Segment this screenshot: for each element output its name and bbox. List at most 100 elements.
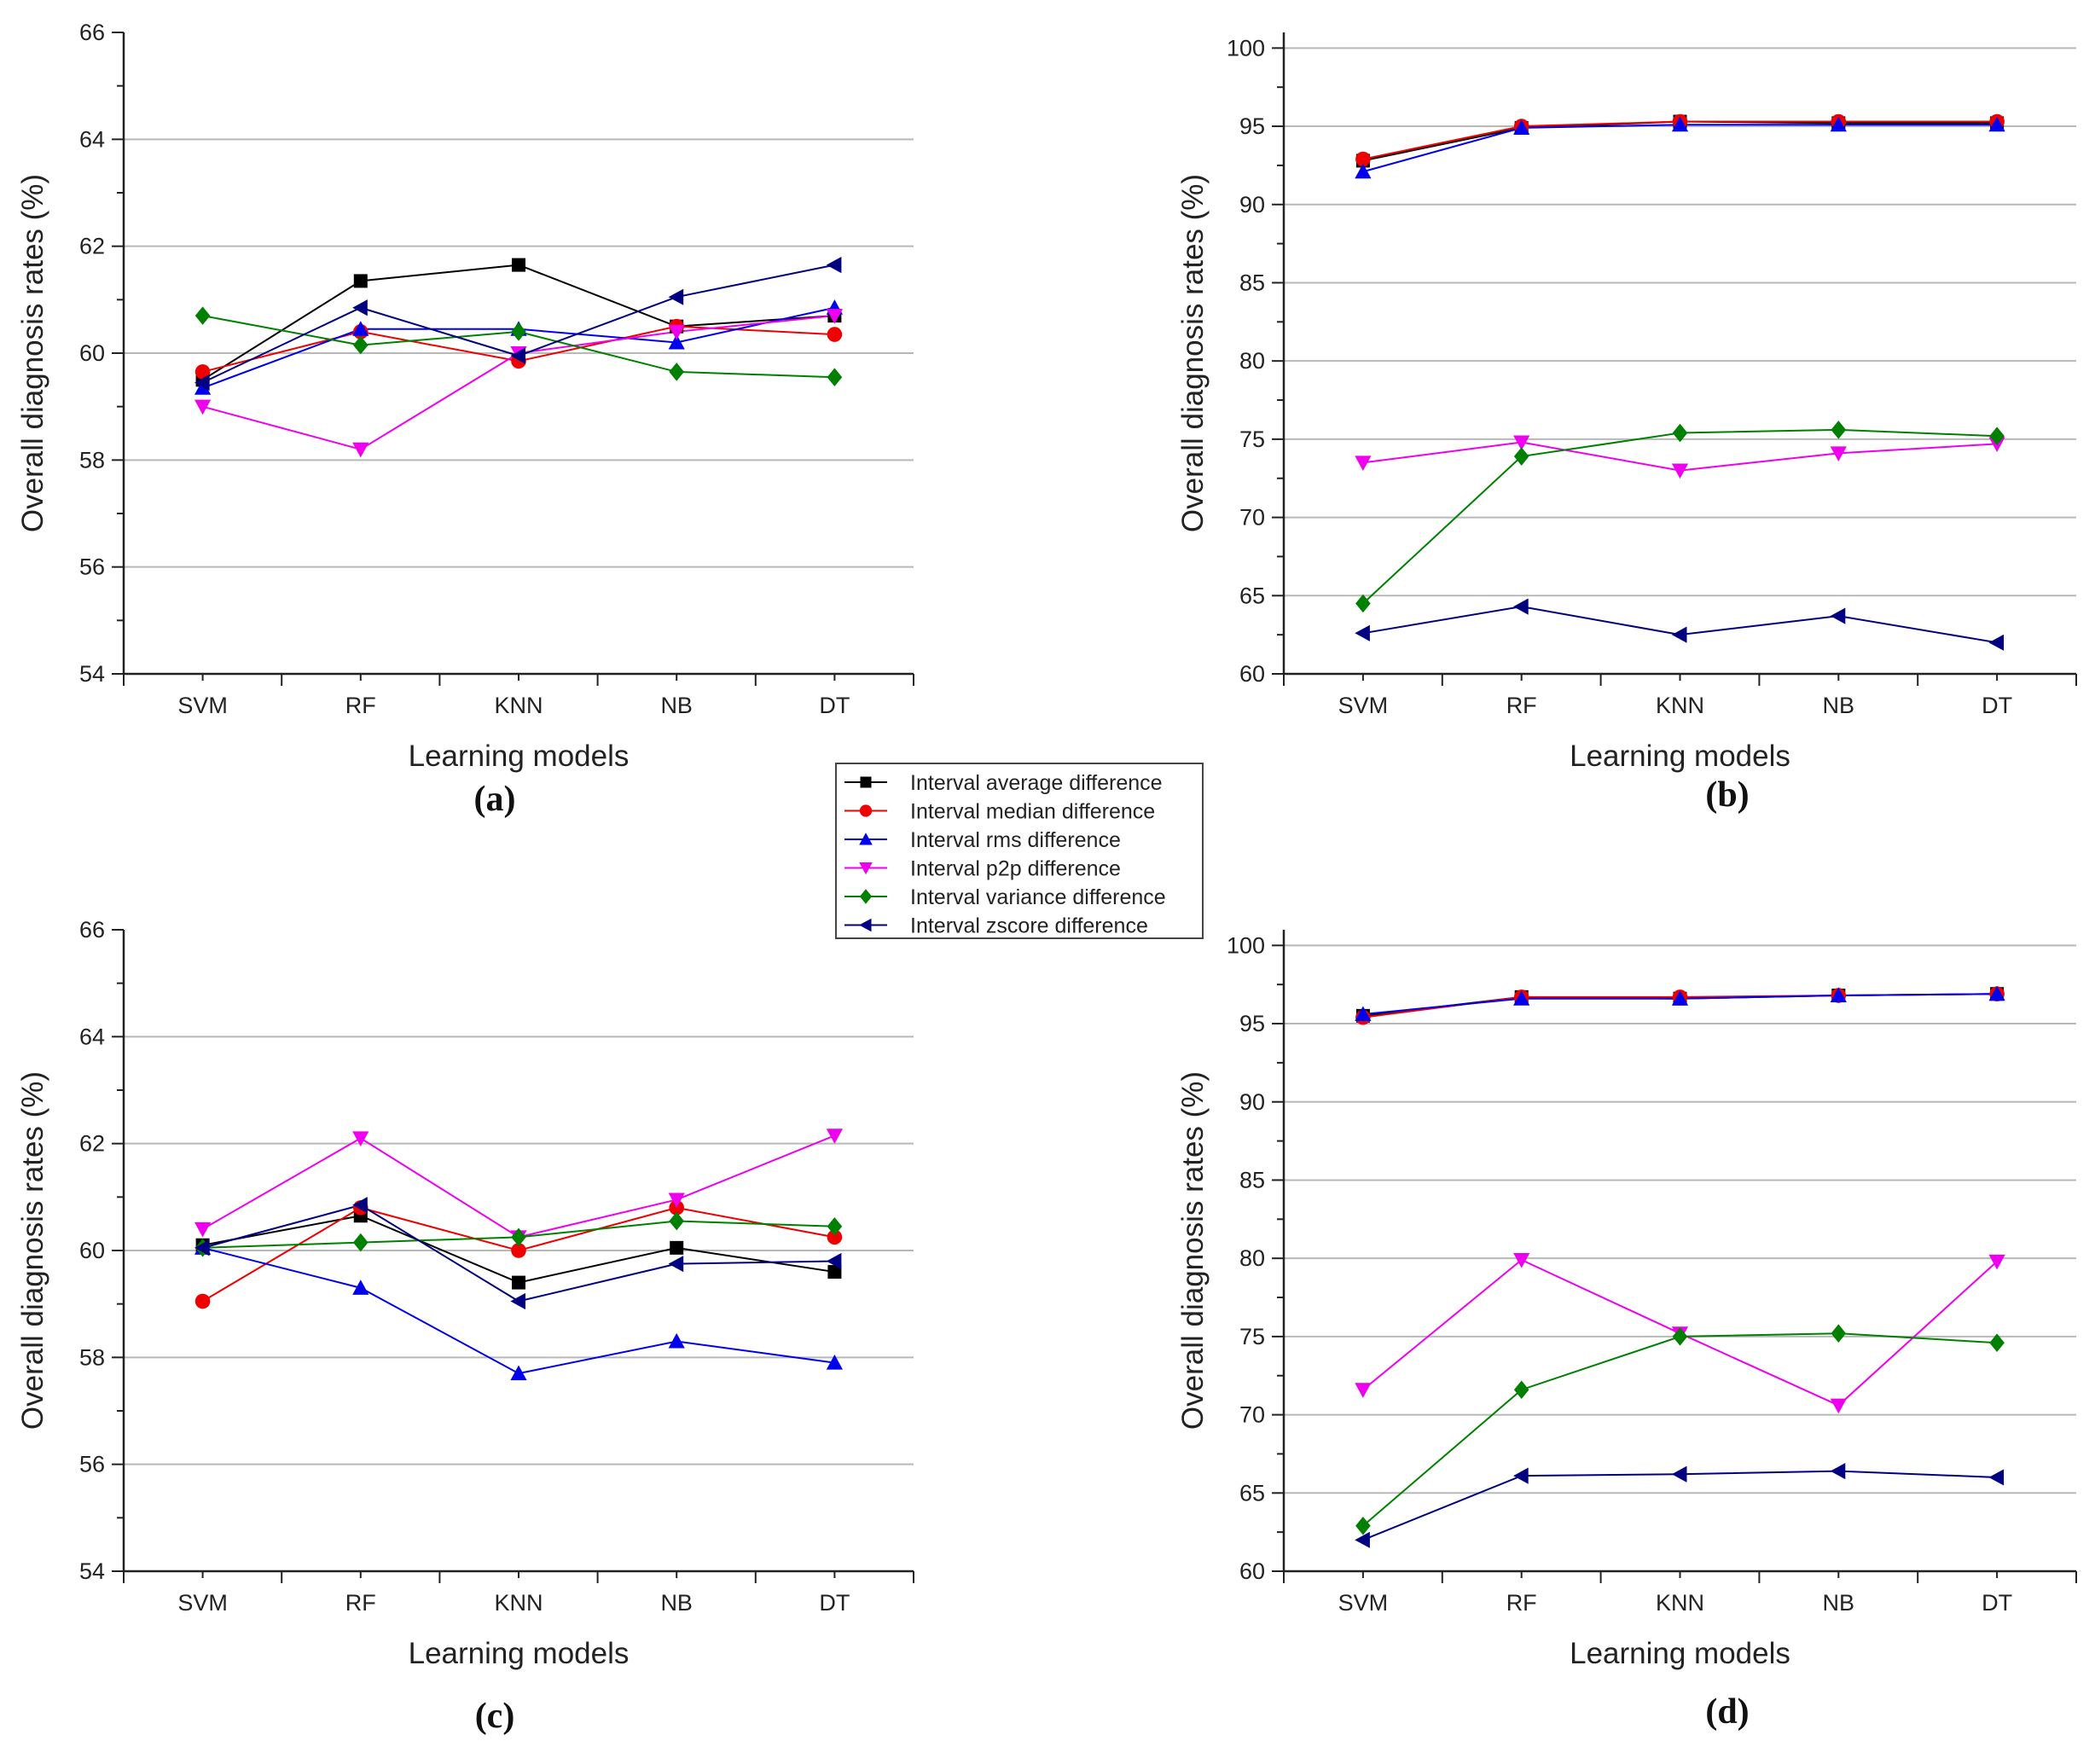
data-point-median [827, 327, 843, 342]
legend-label: Interval rms difference [910, 828, 1121, 852]
x-tick-label: DT [1982, 1590, 2012, 1616]
y-tick-label: 65 [1239, 1480, 1265, 1506]
y-tick-label: 100 [1227, 35, 1265, 61]
data-point-variance [353, 335, 369, 355]
data-point-zscore [826, 1252, 842, 1270]
y-tick-label: 54 [79, 1558, 105, 1584]
data-point-variance [1355, 1517, 1371, 1535]
data-point-variance [1355, 594, 1371, 613]
y-axis-title: Overall diagnosis rates (%) [16, 174, 49, 532]
panel-label: (b) [1705, 775, 1749, 815]
x-tick-label: DT [819, 693, 850, 718]
data-point-zscore [510, 1292, 525, 1310]
x-tick-label: NB [1823, 1590, 1855, 1616]
data-point-rms [1513, 119, 1530, 135]
legend-marker-zscore [859, 918, 872, 932]
y-tick-label: 80 [1239, 1245, 1265, 1271]
data-point-rms [1830, 987, 1847, 1003]
x-axis-title: Learning models [409, 1637, 630, 1670]
x-axis-title: Learning models [409, 740, 630, 773]
y-tick-label: 62 [79, 1131, 105, 1157]
data-point-variance [511, 1227, 526, 1247]
x-tick-label: SVM [1338, 693, 1389, 718]
legend: Interval average difference Interval medi… [835, 763, 1204, 939]
data-point-rms [1355, 1006, 1372, 1022]
y-tick-label: 56 [79, 1452, 105, 1477]
y-tick-label: 54 [79, 661, 105, 687]
y-tick-label: 64 [79, 126, 105, 152]
data-point-p2p [668, 1192, 685, 1209]
legend-item-median: Interval median difference [844, 800, 1155, 824]
data-point-p2p [1988, 1254, 2005, 1270]
data-point-variance [1989, 1333, 2005, 1353]
panel-label: (c) [475, 1697, 515, 1736]
y-tick-label: 56 [79, 554, 105, 580]
y-tick-label: 58 [79, 447, 105, 473]
y-tick-label: 58 [79, 1344, 105, 1370]
data-point-zscore [194, 374, 210, 392]
data-point-p2p [194, 1221, 212, 1238]
data-point-rms [826, 1355, 843, 1370]
y-tick-label: 85 [1239, 1167, 1265, 1192]
x-tick-label: NB [660, 1590, 693, 1616]
data-point-variance [1672, 1327, 1688, 1346]
legend-item-p2p: Interval p2p difference [844, 857, 1121, 881]
data-point-p2p [194, 399, 212, 415]
x-tick-label: RF [1506, 693, 1537, 718]
data-point-zscore [826, 257, 842, 274]
data-point-zscore [668, 1256, 684, 1273]
y-tick-label: 90 [1239, 1089, 1265, 1115]
data-point-rms [1671, 990, 1689, 1006]
y-tick-label: 80 [1239, 348, 1265, 374]
data-point-variance [511, 322, 526, 341]
legend-marker-variance [859, 889, 873, 904]
data-point-zscore [668, 288, 684, 305]
data-point-rms [1988, 985, 2005, 1001]
x-tick-label: KNN [494, 1590, 543, 1616]
data-point-zscore [1513, 598, 1529, 615]
data-point-p2p [352, 1131, 369, 1146]
data-point-zscore [510, 347, 525, 364]
series-line-variance [1362, 1332, 1998, 1527]
data-point-zscore [194, 1239, 210, 1256]
data-point-p2p [1513, 1253, 1530, 1268]
y-tick-label: 85 [1239, 270, 1265, 295]
x-tick-label: SVM [177, 693, 228, 718]
data-point-p2p [826, 309, 843, 324]
data-point-p2p [668, 324, 685, 340]
legend-item-zscore: Interval zscore difference [844, 914, 1148, 938]
legend-label: Interval zscore difference [910, 914, 1148, 938]
data-point-zscore [1988, 1469, 2005, 1486]
data-point-zscore [1355, 1531, 1370, 1548]
series-line-zscore [1362, 1470, 1998, 1541]
legend-item-variance: Interval variance difference [844, 885, 1166, 909]
x-tick-label: KNN [1656, 693, 1704, 718]
x-tick-label: DT [1982, 693, 2012, 718]
data-point-variance [1989, 426, 2005, 446]
y-tick-label: 95 [1239, 113, 1265, 139]
data-point-variance [827, 368, 843, 386]
legend-marker-median [859, 804, 873, 817]
series-line-rms [1362, 124, 1998, 173]
data-point-p2p [826, 1129, 843, 1144]
y-tick-label: 60 [79, 1238, 105, 1263]
data-point-rms [668, 334, 685, 350]
data-point-p2p [1671, 463, 1689, 479]
y-tick-label: 70 [1239, 1402, 1265, 1428]
data-point-zscore [1830, 607, 1846, 624]
data-point-median [511, 1243, 526, 1258]
x-tick-label: KNN [1656, 1590, 1704, 1616]
x-tick-label: RF [345, 1590, 376, 1616]
x-axis-title: Learning models [1570, 1637, 1790, 1670]
chart-panel-c: 54 56 58 60 62 64 66 SVM RF KNN NB DT Learning model… [16, 917, 914, 1736]
y-tick-label: 60 [79, 340, 105, 366]
data-point-zscore [1830, 1463, 1846, 1480]
legend-box [835, 763, 1204, 939]
y-tick-label: 100 [1227, 932, 1265, 958]
data-point-variance [353, 1233, 369, 1252]
x-tick-label: KNN [494, 693, 543, 718]
y-tick-label: 70 [1239, 505, 1265, 531]
data-point-rms [352, 1279, 369, 1295]
y-tick-label: 62 [79, 234, 105, 259]
x-tick-label: RF [345, 693, 376, 718]
